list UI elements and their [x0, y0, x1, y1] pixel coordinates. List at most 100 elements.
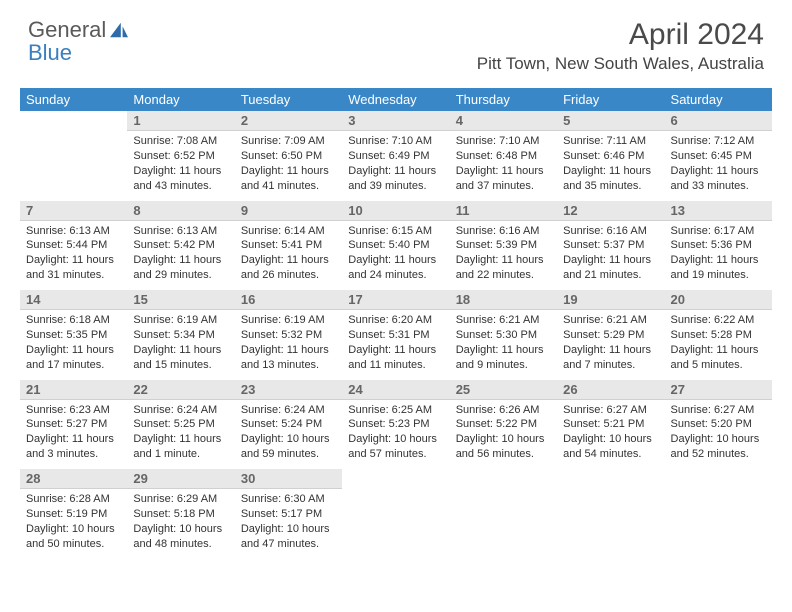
daylight-text: Daylight: 11 hours and 33 minutes.: [671, 164, 766, 194]
day-number-cell: 18: [450, 290, 557, 310]
daylight-text: Daylight: 11 hours and 43 minutes.: [133, 164, 228, 194]
daylight-text: Daylight: 10 hours and 50 minutes.: [26, 522, 121, 552]
day-number-cell: 2: [235, 111, 342, 131]
sunrise-text: Sunrise: 7:10 AM: [348, 134, 443, 149]
logo-text-2: Blue: [28, 40, 72, 65]
day-number-cell: 24: [342, 380, 449, 400]
sunrise-text: Sunrise: 6:14 AM: [241, 224, 336, 239]
day-detail-cell: [557, 489, 664, 559]
weekday-header: Saturday: [665, 88, 772, 111]
day-number-cell: 14: [20, 290, 127, 310]
sunrise-text: Sunrise: 6:19 AM: [241, 313, 336, 328]
day-number-cell: 13: [665, 201, 772, 221]
daylight-text: Daylight: 11 hours and 39 minutes.: [348, 164, 443, 194]
logo-sail-icon: [108, 21, 130, 39]
daylight-text: Daylight: 11 hours and 19 minutes.: [671, 253, 766, 283]
sunset-text: Sunset: 6:46 PM: [563, 149, 658, 164]
daylight-text: Daylight: 10 hours and 57 minutes.: [348, 432, 443, 462]
location: Pitt Town, New South Wales, Australia: [477, 54, 764, 74]
day-number-cell: [557, 469, 664, 489]
sunset-text: Sunset: 5:23 PM: [348, 417, 443, 432]
day-detail-cell: Sunrise: 7:12 AMSunset: 6:45 PMDaylight:…: [665, 131, 772, 201]
day-detail-cell: Sunrise: 6:13 AMSunset: 5:44 PMDaylight:…: [20, 220, 127, 290]
day-detail-row: Sunrise: 6:18 AMSunset: 5:35 PMDaylight:…: [20, 310, 772, 380]
daylight-text: Daylight: 11 hours and 17 minutes.: [26, 343, 121, 373]
day-detail-cell: Sunrise: 6:14 AMSunset: 5:41 PMDaylight:…: [235, 220, 342, 290]
day-number-cell: 29: [127, 469, 234, 489]
sunrise-text: Sunrise: 6:29 AM: [133, 492, 228, 507]
day-detail-cell: Sunrise: 6:15 AMSunset: 5:40 PMDaylight:…: [342, 220, 449, 290]
sunrise-text: Sunrise: 6:27 AM: [563, 403, 658, 418]
daylight-text: Daylight: 11 hours and 29 minutes.: [133, 253, 228, 283]
day-detail-cell: Sunrise: 6:27 AMSunset: 5:20 PMDaylight:…: [665, 399, 772, 469]
sunrise-text: Sunrise: 7:09 AM: [241, 134, 336, 149]
sunset-text: Sunset: 5:35 PM: [26, 328, 121, 343]
day-number-cell: 9: [235, 201, 342, 221]
weekday-header: Thursday: [450, 88, 557, 111]
day-number-cell: 4: [450, 111, 557, 131]
sunset-text: Sunset: 5:27 PM: [26, 417, 121, 432]
day-number-cell: 1: [127, 111, 234, 131]
day-detail-cell: [20, 131, 127, 201]
day-detail-cell: Sunrise: 6:16 AMSunset: 5:37 PMDaylight:…: [557, 220, 664, 290]
day-detail-cell: Sunrise: 6:26 AMSunset: 5:22 PMDaylight:…: [450, 399, 557, 469]
daylight-text: Daylight: 10 hours and 47 minutes.: [241, 522, 336, 552]
day-detail-cell: Sunrise: 6:30 AMSunset: 5:17 PMDaylight:…: [235, 489, 342, 559]
day-number-cell: [20, 111, 127, 131]
day-number-cell: 5: [557, 111, 664, 131]
day-detail-cell: [450, 489, 557, 559]
day-number-row: 78910111213: [20, 201, 772, 221]
day-detail-cell: Sunrise: 6:19 AMSunset: 5:34 PMDaylight:…: [127, 310, 234, 380]
sunrise-text: Sunrise: 6:16 AM: [563, 224, 658, 239]
daylight-text: Daylight: 10 hours and 52 minutes.: [671, 432, 766, 462]
daylight-text: Daylight: 11 hours and 41 minutes.: [241, 164, 336, 194]
day-detail-cell: Sunrise: 6:17 AMSunset: 5:36 PMDaylight:…: [665, 220, 772, 290]
day-number-row: 282930: [20, 469, 772, 489]
logo-text-1: General: [28, 17, 106, 42]
weekday-header: Sunday: [20, 88, 127, 111]
day-number-cell: 16: [235, 290, 342, 310]
sunrise-text: Sunrise: 6:13 AM: [26, 224, 121, 239]
sunrise-text: Sunrise: 6:19 AM: [133, 313, 228, 328]
day-number-cell: 28: [20, 469, 127, 489]
day-detail-cell: Sunrise: 7:11 AMSunset: 6:46 PMDaylight:…: [557, 131, 664, 201]
sunrise-text: Sunrise: 6:25 AM: [348, 403, 443, 418]
daylight-text: Daylight: 11 hours and 13 minutes.: [241, 343, 336, 373]
daylight-text: Daylight: 11 hours and 9 minutes.: [456, 343, 551, 373]
day-number-cell: 12: [557, 201, 664, 221]
day-detail-row: Sunrise: 7:08 AMSunset: 6:52 PMDaylight:…: [20, 131, 772, 201]
sunrise-text: Sunrise: 7:08 AM: [133, 134, 228, 149]
day-number-cell: 23: [235, 380, 342, 400]
sunset-text: Sunset: 5:30 PM: [456, 328, 551, 343]
daylight-text: Daylight: 10 hours and 48 minutes.: [133, 522, 228, 552]
sunrise-text: Sunrise: 6:26 AM: [456, 403, 551, 418]
sunrise-text: Sunrise: 6:17 AM: [671, 224, 766, 239]
sunset-text: Sunset: 5:25 PM: [133, 417, 228, 432]
sunset-text: Sunset: 5:19 PM: [26, 507, 121, 522]
sunset-text: Sunset: 5:36 PM: [671, 238, 766, 253]
daylight-text: Daylight: 11 hours and 22 minutes.: [456, 253, 551, 283]
calendar-table: Sunday Monday Tuesday Wednesday Thursday…: [20, 88, 772, 559]
weekday-header: Monday: [127, 88, 234, 111]
sunrise-text: Sunrise: 7:11 AM: [563, 134, 658, 149]
sunset-text: Sunset: 5:41 PM: [241, 238, 336, 253]
sunrise-text: Sunrise: 6:22 AM: [671, 313, 766, 328]
day-detail-cell: Sunrise: 6:13 AMSunset: 5:42 PMDaylight:…: [127, 220, 234, 290]
day-number-cell: [450, 469, 557, 489]
sunrise-text: Sunrise: 6:27 AM: [671, 403, 766, 418]
sunset-text: Sunset: 6:45 PM: [671, 149, 766, 164]
day-detail-row: Sunrise: 6:23 AMSunset: 5:27 PMDaylight:…: [20, 399, 772, 469]
day-detail-cell: Sunrise: 7:10 AMSunset: 6:49 PMDaylight:…: [342, 131, 449, 201]
day-detail-cell: Sunrise: 6:24 AMSunset: 5:24 PMDaylight:…: [235, 399, 342, 469]
sunrise-text: Sunrise: 6:16 AM: [456, 224, 551, 239]
daylight-text: Daylight: 11 hours and 7 minutes.: [563, 343, 658, 373]
day-detail-cell: Sunrise: 6:27 AMSunset: 5:21 PMDaylight:…: [557, 399, 664, 469]
daylight-text: Daylight: 10 hours and 56 minutes.: [456, 432, 551, 462]
sunrise-text: Sunrise: 6:30 AM: [241, 492, 336, 507]
day-number-cell: 30: [235, 469, 342, 489]
day-detail-row: Sunrise: 6:13 AMSunset: 5:44 PMDaylight:…: [20, 220, 772, 290]
day-number-cell: 25: [450, 380, 557, 400]
sunset-text: Sunset: 5:20 PM: [671, 417, 766, 432]
day-number-row: 21222324252627: [20, 380, 772, 400]
day-number-cell: 21: [20, 380, 127, 400]
